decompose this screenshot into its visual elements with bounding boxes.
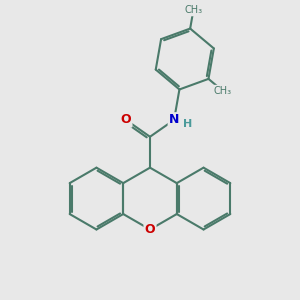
Text: N: N [169,113,179,126]
Text: CH₃: CH₃ [184,5,202,15]
Text: O: O [145,223,155,236]
Text: O: O [121,113,131,126]
Text: H: H [183,118,192,128]
Text: CH₃: CH₃ [214,86,232,96]
